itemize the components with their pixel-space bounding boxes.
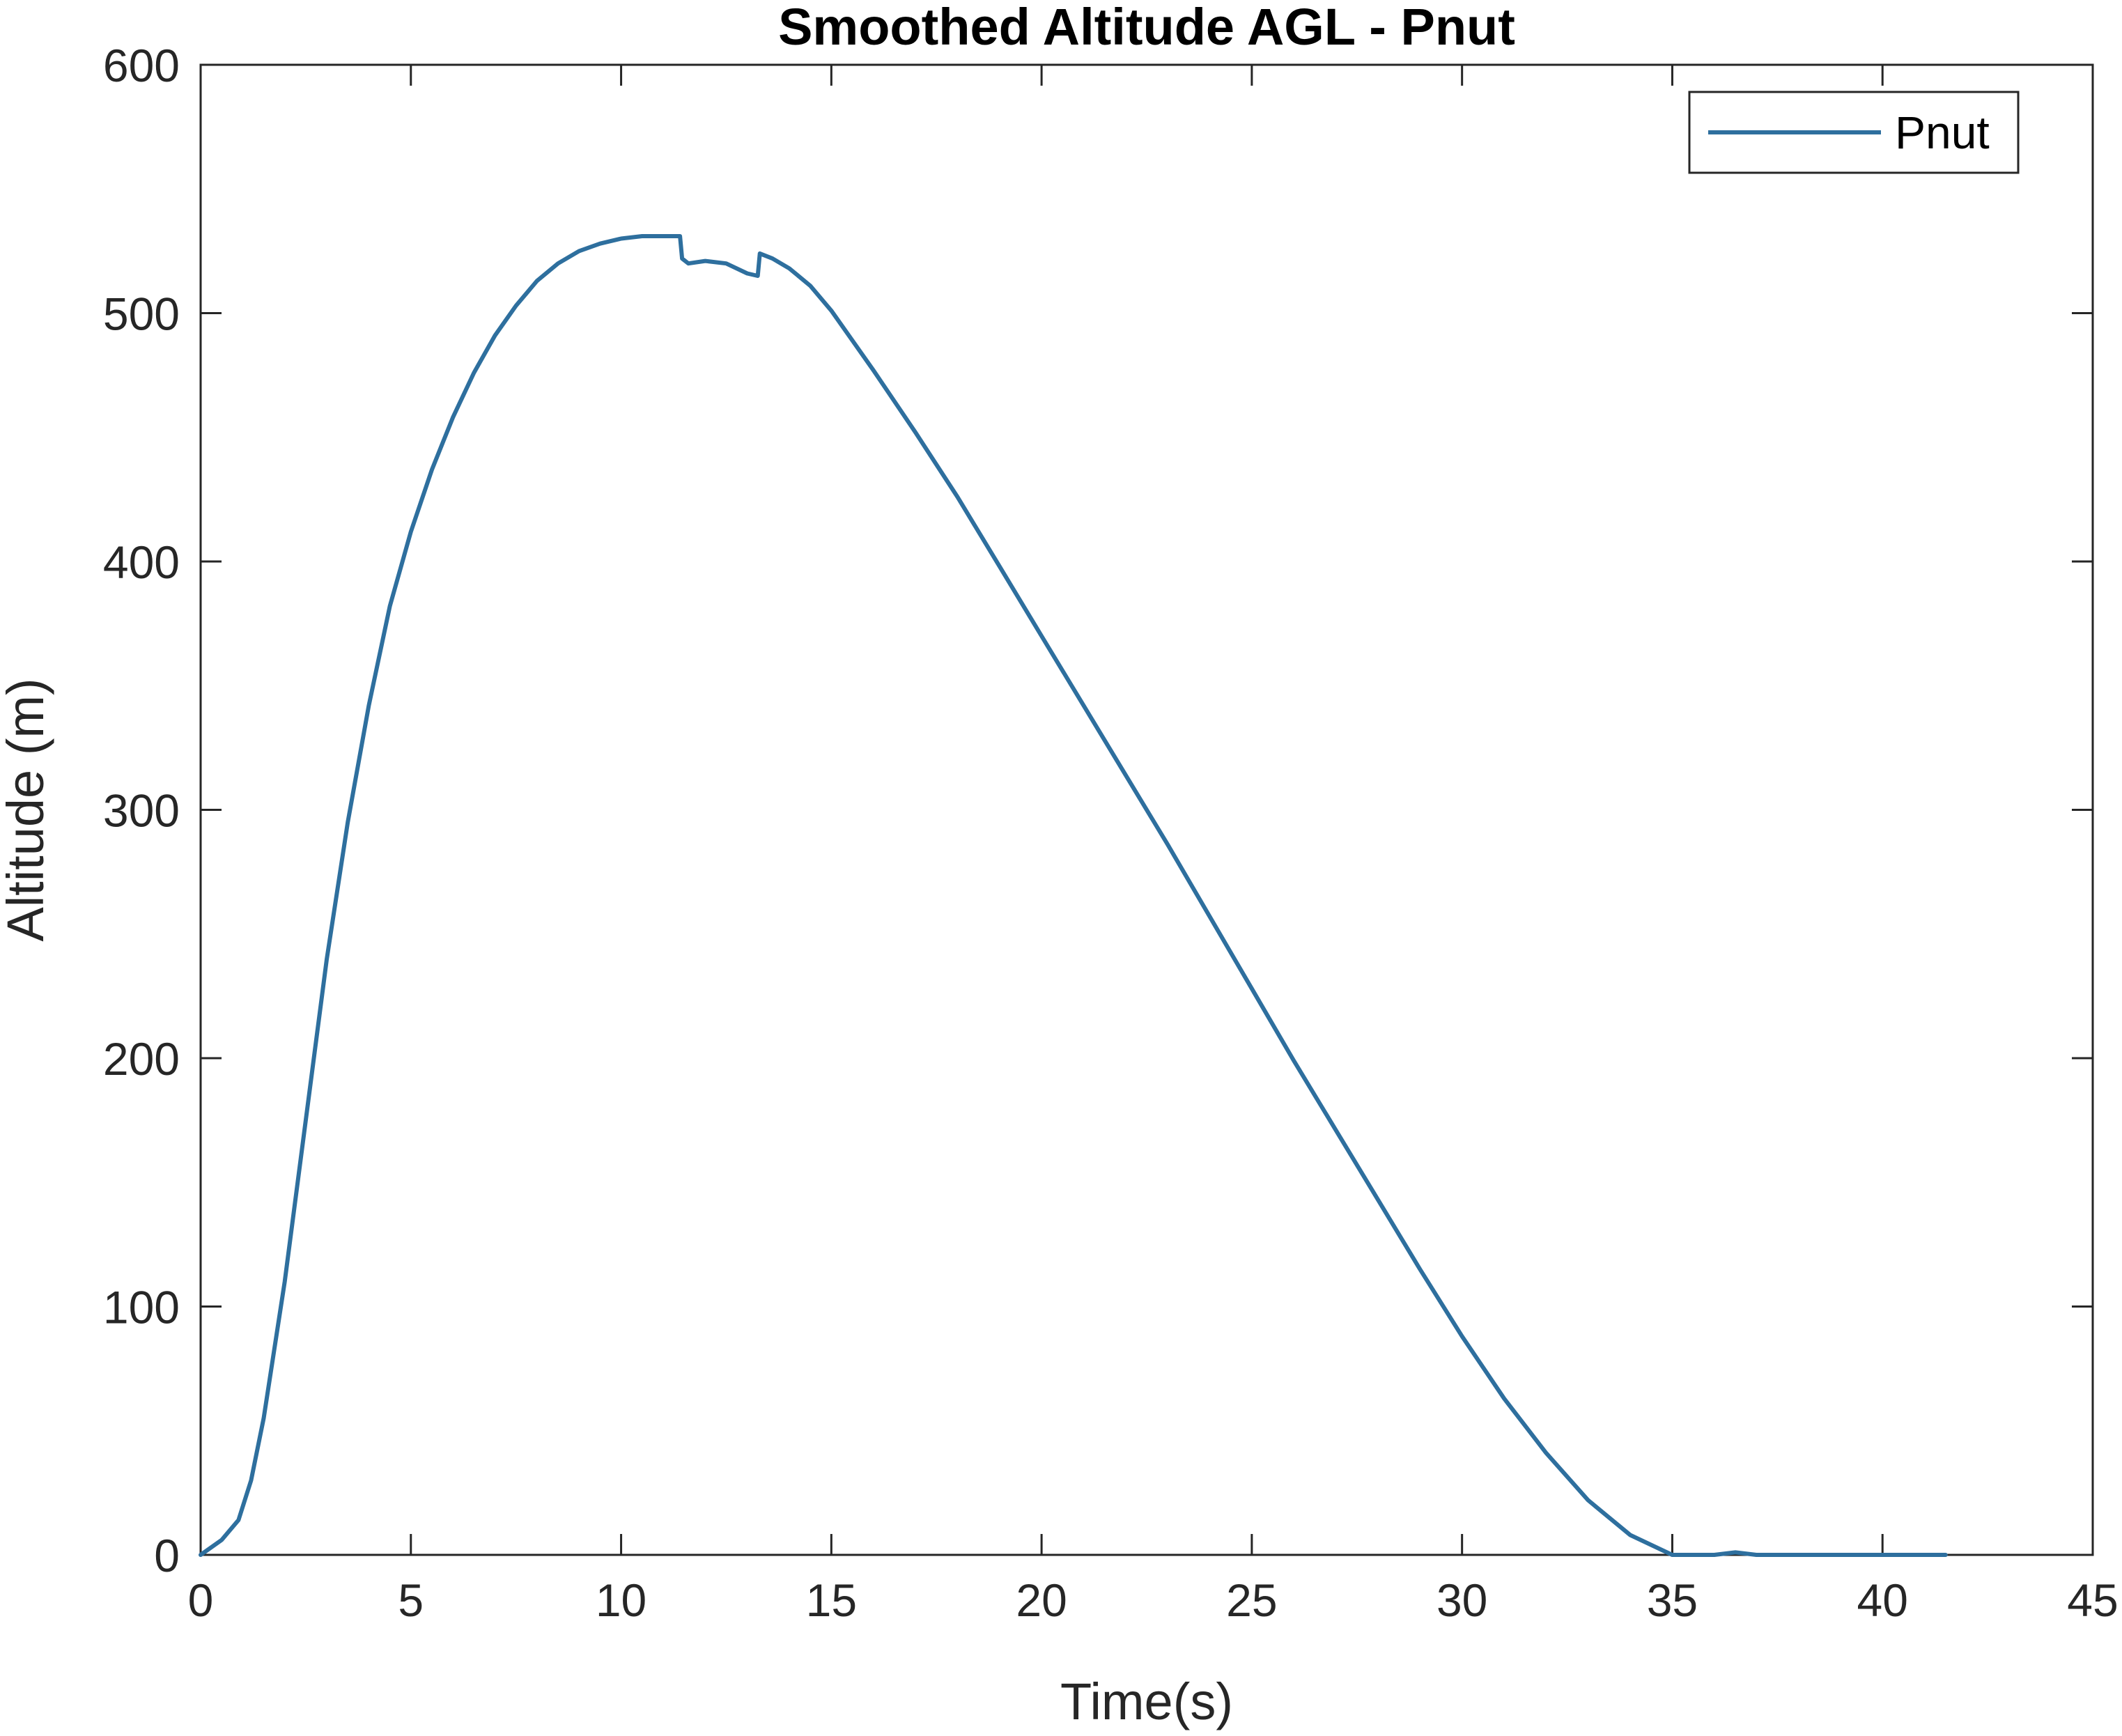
x-tick-label: 30 bbox=[1436, 1574, 1487, 1626]
x-tick-label: 35 bbox=[1647, 1574, 1698, 1626]
x-tick-label: 45 bbox=[2067, 1574, 2118, 1626]
x-tick-label: 40 bbox=[1857, 1574, 1908, 1626]
chart-title: Smoothed Altitude AGL - Pnut bbox=[778, 0, 1515, 56]
legend: Pnut bbox=[1688, 91, 2020, 174]
x-tick-label: 25 bbox=[1226, 1574, 1277, 1626]
x-axis-label: Time(s) bbox=[1060, 1673, 1233, 1730]
y-tick-label: 200 bbox=[103, 1033, 180, 1085]
x-tick-label: 10 bbox=[596, 1574, 646, 1626]
series-line-pnut bbox=[199, 234, 1948, 1557]
y-tick-label: 100 bbox=[103, 1282, 180, 1333]
y-axis-label: Altitude (m) bbox=[0, 678, 54, 941]
x-tick-label: 15 bbox=[806, 1574, 857, 1626]
x-tick-label: 5 bbox=[398, 1574, 424, 1626]
x-tick-label: 20 bbox=[1016, 1574, 1067, 1626]
y-tick-label: 500 bbox=[103, 288, 180, 340]
y-tick-label: 0 bbox=[154, 1530, 180, 1581]
legend-entry-pnut: Pnut bbox=[1895, 107, 1990, 158]
series-layer bbox=[199, 234, 1948, 1557]
y-axis-ticks: 0 100 200 300 400 500 600 bbox=[103, 40, 2093, 1581]
y-tick-label: 300 bbox=[103, 785, 180, 837]
y-tick-label: 600 bbox=[103, 40, 180, 91]
y-tick-label: 400 bbox=[103, 536, 180, 588]
x-axis-ticks: 0 5 10 15 20 25 30 35 40 45 bbox=[188, 65, 2119, 1626]
x-tick-label: 0 bbox=[188, 1574, 214, 1626]
